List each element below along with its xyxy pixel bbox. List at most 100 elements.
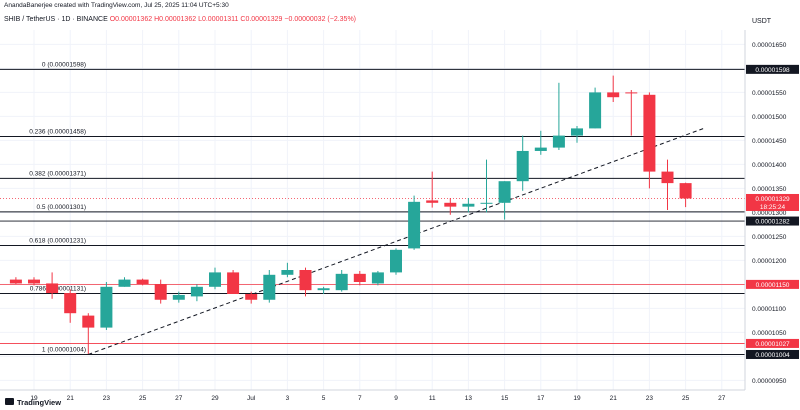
candle-body: [9, 279, 22, 284]
candle-body: [100, 286, 113, 328]
candle-body: [462, 203, 475, 207]
candle-body: [661, 171, 674, 184]
candle-body: [281, 270, 294, 275]
line-price-tag-bg: [746, 216, 799, 226]
candle-body: [571, 128, 583, 136]
candle-body: [643, 94, 656, 172]
fib-price-tag-bg: [746, 64, 799, 74]
line-price-tag-bg: [746, 338, 799, 348]
candle-body: [190, 286, 203, 297]
line-price-tag: 0.00001150: [756, 282, 790, 289]
ohlc-high: H0.00001362: [154, 16, 197, 23]
y-tick-label: 0.00001400: [752, 162, 787, 169]
tradingview-logo[interactable]: TradingView: [5, 398, 61, 407]
candle-body: [245, 294, 258, 300]
candle-body: [426, 200, 439, 203]
price-tags: 0.00001598 0.00001004 0.00001282 0.00001150…: [746, 64, 799, 359]
credit-line: AnandaBanerjee created with TradingView.…: [4, 2, 229, 9]
fib-level-label: 0.5 (0.00001301): [36, 204, 86, 211]
candle-body: [371, 272, 384, 284]
candle-body: [64, 293, 77, 314]
fib-level-label: 0.236 (0.00001458): [29, 129, 86, 136]
y-tick-label: 0.00001100: [752, 306, 786, 313]
candle-body: [444, 202, 457, 207]
candle-body: [534, 147, 547, 151]
x-tick-label: 29: [211, 395, 219, 402]
fib-level-label: 1 (0.00001004): [42, 346, 86, 353]
candle-body: [28, 279, 40, 284]
x-tick-label: 19: [573, 395, 581, 402]
candles-layer: [9, 75, 692, 354]
candle-body: [408, 201, 421, 249]
chart-grid: [0, 30, 745, 390]
currency-label: USDT: [752, 18, 772, 25]
x-tick-label: 27: [175, 395, 183, 402]
candle-body: [317, 288, 330, 291]
fib-level-label: 0.382 (0.00001371): [29, 170, 86, 177]
x-tick-label: 27: [718, 395, 726, 402]
x-tick-label: 17: [537, 395, 545, 402]
fib-level-label: 0.618 (0.00001231): [29, 238, 86, 245]
candle-body: [353, 273, 366, 282]
line-price-tag: 0.00001282: [755, 219, 790, 226]
y-tick-label: 0.00001350: [752, 186, 787, 193]
fib-level-label: 0 (0.00001598): [42, 61, 86, 68]
last-price-tag: 0.00001329: [755, 196, 790, 203]
candle-body: [480, 202, 493, 204]
symbol-name[interactable]: SHIB / TetherUS · 1D · BINANCE: [4, 16, 108, 23]
x-tick-label: 7: [358, 395, 362, 402]
x-tick-label: Jul: [247, 395, 256, 402]
y-tick-label: 0.00001050: [752, 330, 787, 337]
x-tick-label: 9: [394, 395, 398, 402]
x-tick-label: 3: [286, 395, 290, 402]
y-tick-label: 0.00001200: [752, 258, 787, 265]
candle-body: [498, 181, 511, 203]
candle-body: [625, 92, 638, 94]
fib-price-tag-bg: [746, 349, 799, 359]
candle-body: [136, 279, 149, 285]
y-tick-label: 0.00000950: [752, 378, 787, 385]
axes-layer: 0.000016500.000016000.000015500.00001500…: [0, 30, 787, 402]
candle-body: [154, 284, 167, 300]
ohlc-change: −0.00000032 (−2.35%): [284, 16, 357, 23]
y-tick-label: 0.00001300: [752, 210, 787, 217]
x-tick-label: 21: [610, 395, 618, 402]
tradingview-logo-icon: [5, 398, 14, 405]
horizontal-lines: 0 (0.00001598) 0.236 (0.00001458) 0.382 (0…: [0, 61, 745, 355]
y-tick-label: 0.00001450: [752, 138, 787, 145]
x-tick-label: 25: [682, 395, 690, 402]
candle-body: [552, 135, 565, 148]
trendline: [88, 127, 704, 355]
symbol-line: SHIB / TetherUS · 1D · BINANCE O0.000013…: [4, 16, 356, 23]
candle-body: [82, 315, 95, 328]
x-tick-label: 11: [429, 395, 436, 402]
y-tick-label: 0.00001550: [752, 90, 787, 97]
line-price-tag-bg: [746, 279, 799, 289]
x-tick-label: 23: [646, 395, 654, 402]
countdown-tag: 18:25:24: [760, 204, 786, 211]
candle-body: [516, 150, 529, 182]
candle-body: [227, 272, 240, 294]
x-tick-label: 23: [103, 395, 111, 402]
last-price-tag-bg: [746, 193, 799, 211]
candle-body: [299, 270, 312, 291]
candle-body: [118, 279, 131, 287]
candle-body: [46, 283, 59, 294]
ohlc-open: O0.00001362: [109, 16, 153, 23]
candle-body: [390, 249, 402, 273]
x-tick-label: 5: [322, 395, 326, 402]
ohlc-close: C0.00001329: [240, 16, 283, 23]
candle-body: [607, 92, 620, 98]
candle-body: [209, 272, 221, 287]
candle-body: [335, 273, 348, 291]
tradingview-logo-text: TradingView: [17, 398, 61, 407]
x-tick-label: 19: [30, 395, 38, 402]
x-tick-label: 15: [501, 395, 509, 402]
x-tick-label: 25: [139, 395, 147, 402]
fib-price-tag: 0.00001598: [755, 67, 790, 74]
candle-body: [679, 183, 692, 199]
fib-price-tag: 0.00001004: [755, 352, 790, 359]
y-tick-label: 0.00001650: [752, 42, 787, 49]
candle-body: [589, 92, 602, 129]
